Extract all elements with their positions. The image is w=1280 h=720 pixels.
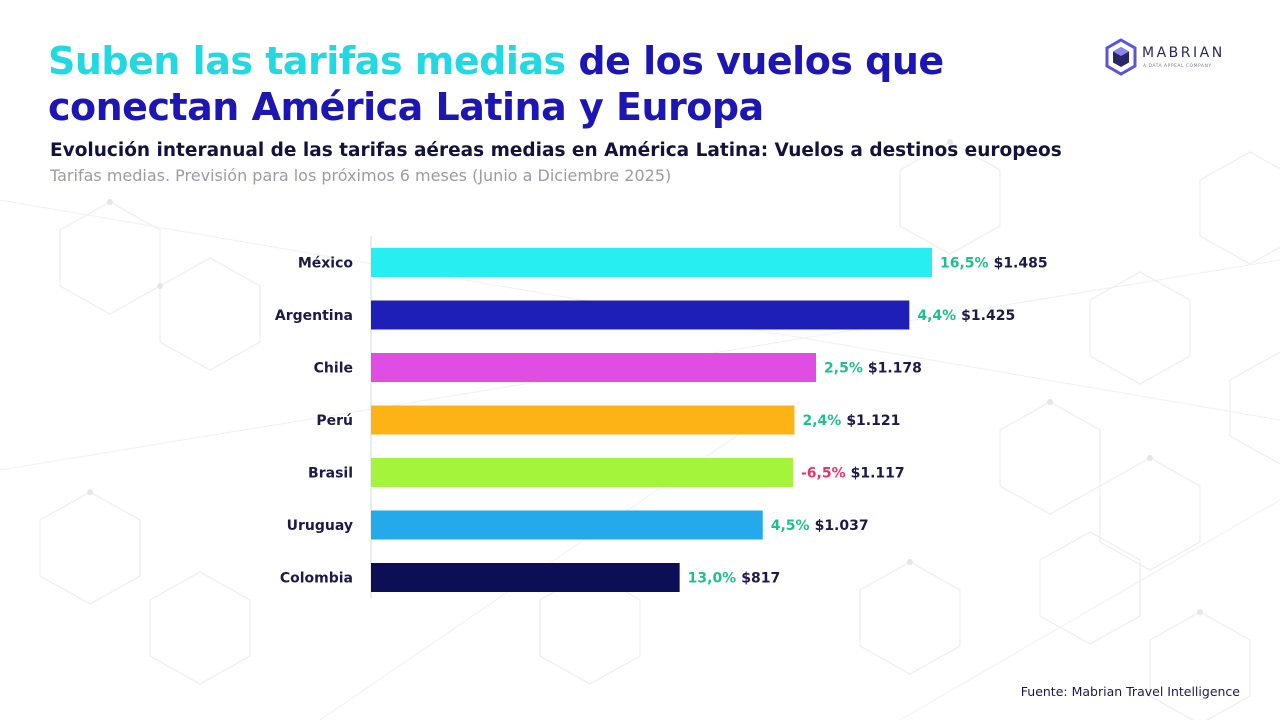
title-line2: conectan América Latina y Europa — [48, 85, 764, 129]
bar-data-label: 2,5% $1.178 — [824, 361, 922, 377]
value-label: $1.037 — [815, 518, 869, 534]
category-label: Perú — [316, 413, 353, 429]
yoy-change-label: -6,5% — [801, 466, 846, 482]
bar — [371, 353, 817, 382]
value-label: $1.117 — [851, 466, 905, 482]
logo-name: MABRIAN — [1142, 45, 1225, 61]
bar-data-label: -6,5% $1.117 — [801, 466, 905, 482]
source-note: Fuente: Mabrian Travel Intelligence — [1020, 684, 1240, 699]
bar — [371, 563, 680, 592]
bar-data-label: 16,5% $1.485 — [940, 256, 1048, 272]
hexagon-logo-icon — [1105, 38, 1137, 76]
bar — [371, 248, 932, 277]
bar — [371, 300, 910, 330]
value-label: $1.121 — [846, 413, 900, 429]
bar-data-label: 2,4% $1.121 — [802, 413, 900, 429]
yoy-change-label: 4,5% — [771, 518, 810, 534]
category-label: Uruguay — [287, 518, 353, 534]
category-label: Colombia — [280, 571, 353, 587]
page-title: Suben las tarifas medias de los vuelos q… — [48, 38, 944, 130]
bar-data-label: 13,0% $817 — [688, 571, 781, 587]
category-label: Argentina — [275, 308, 353, 324]
yoy-change-label: 2,4% — [802, 413, 841, 429]
chart-subtitle: Evolución interanual de las tarifas aére… — [50, 140, 1062, 161]
logo-tagline: A DATA APPEAL COMPANY — [1143, 64, 1212, 69]
title-line1-rest: de los vuelos que — [578, 39, 944, 83]
category-label: Chile — [314, 361, 353, 377]
bar-data-label: 4,5% $1.037 — [771, 518, 869, 534]
bar — [371, 405, 795, 435]
title-highlight: Suben las tarifas medias — [48, 39, 566, 83]
yoy-change-label: 16,5% — [940, 256, 989, 272]
bar — [371, 510, 763, 540]
value-label: $817 — [741, 571, 780, 587]
mabrian-logo: MABRIAN A DATA APPEAL COMPANY — [1104, 38, 1244, 78]
yoy-change-label: 13,0% — [688, 571, 737, 587]
chart-note: Tarifas medias. Previsión para los próxi… — [50, 166, 672, 185]
value-label: $1.425 — [961, 308, 1015, 324]
bar-data-label: 4,4% $1.425 — [917, 308, 1015, 324]
category-label: México — [298, 256, 354, 272]
bar — [371, 458, 793, 487]
yoy-change-label: 2,5% — [824, 361, 863, 377]
category-label: Brasil — [308, 466, 353, 482]
yoy-change-label: 4,4% — [917, 308, 956, 324]
value-label: $1.178 — [868, 361, 922, 377]
value-label: $1.485 — [994, 256, 1048, 272]
